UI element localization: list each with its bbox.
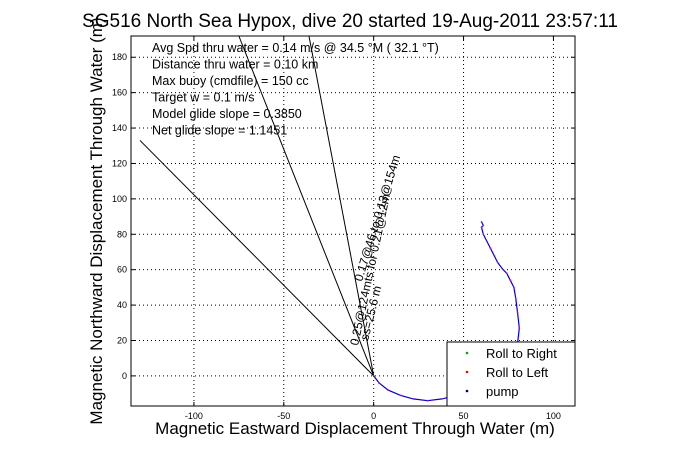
y-tick-label: 0	[122, 371, 127, 381]
track-point	[493, 254, 496, 257]
x-tick-label: 50	[459, 411, 469, 421]
track-point	[412, 398, 415, 400]
legend-box	[446, 341, 576, 407]
legend-label: Roll to Right	[486, 346, 557, 361]
reference-line	[139, 140, 375, 377]
track-point	[505, 272, 508, 275]
x-axis-label: Magnetic Eastward Displacement Through W…	[155, 419, 555, 438]
track-point	[480, 226, 483, 229]
track-point	[502, 268, 504, 271]
annotations: Avg Spd thru water = 0.14 m/s @ 34.5 °M …	[152, 41, 439, 138]
track-point	[480, 220, 483, 223]
annotation-line: Avg Spd thru water = 0.14 m/s @ 34.5 °M …	[152, 41, 439, 55]
track-point	[486, 240, 488, 243]
x-tick-label: 0	[371, 411, 376, 421]
y-tick-label: 40	[117, 300, 127, 310]
y-tick-label: 100	[112, 194, 127, 204]
reference-lines	[139, 35, 375, 377]
track-point	[372, 375, 375, 377]
track-point	[399, 394, 402, 397]
x-tick-label: -50	[277, 411, 290, 421]
track-point	[512, 286, 515, 289]
track-point	[426, 399, 429, 402]
track-point	[387, 389, 389, 391]
track-point	[378, 382, 380, 384]
reference-line	[308, 35, 375, 376]
track-point	[516, 311, 519, 314]
annotation-line: Net glide slope = 1.1451	[152, 124, 287, 138]
plot-frame	[130, 35, 576, 407]
legend-label: pump	[486, 384, 519, 399]
x-tick-label: 100	[546, 411, 561, 421]
annotation-line: Target w = 0.1 m/s	[152, 91, 254, 105]
x-tick-label: -100	[185, 411, 203, 421]
y-tick-label: 20	[117, 335, 127, 345]
y-tick-label: 80	[117, 229, 127, 239]
y-axis-label: Magnetic Northward Displacement Through …	[87, 17, 106, 424]
track-point	[441, 398, 443, 400]
legend-marker	[465, 389, 469, 393]
y-tick-label: 140	[112, 123, 127, 133]
y-tick-label: 60	[117, 265, 127, 275]
annotation-line: Model glide slope = 0.3850	[152, 107, 302, 121]
reference-line	[238, 35, 375, 377]
y-tick-label: 180	[112, 52, 127, 62]
track-point	[489, 247, 492, 250]
annotation-line: Max buoy (cmdfile) = 150 cc	[152, 74, 309, 88]
track-point	[482, 224, 485, 227]
legend-label: Roll to Left	[486, 365, 549, 380]
axis-ticks: -100 -50 0 50 100 0 20 40 60 80 100 120 140 160 180	[112, 36, 575, 421]
legend-marker	[465, 370, 469, 374]
chart-title: SG516 North Sea Hypox, dive 20 started 1…	[82, 11, 618, 32]
y-tick-label: 120	[112, 158, 127, 168]
track-point	[509, 279, 512, 282]
annotation-line: Distance thru water = 0.10 km	[152, 58, 318, 72]
legend-marker	[465, 351, 469, 355]
track-point	[514, 297, 517, 299]
track-point	[482, 233, 485, 236]
legend: Roll to Right Roll to Left pump	[446, 341, 576, 407]
y-tick-label: 160	[112, 88, 127, 98]
track-point	[518, 327, 521, 330]
track-point	[496, 261, 499, 264]
